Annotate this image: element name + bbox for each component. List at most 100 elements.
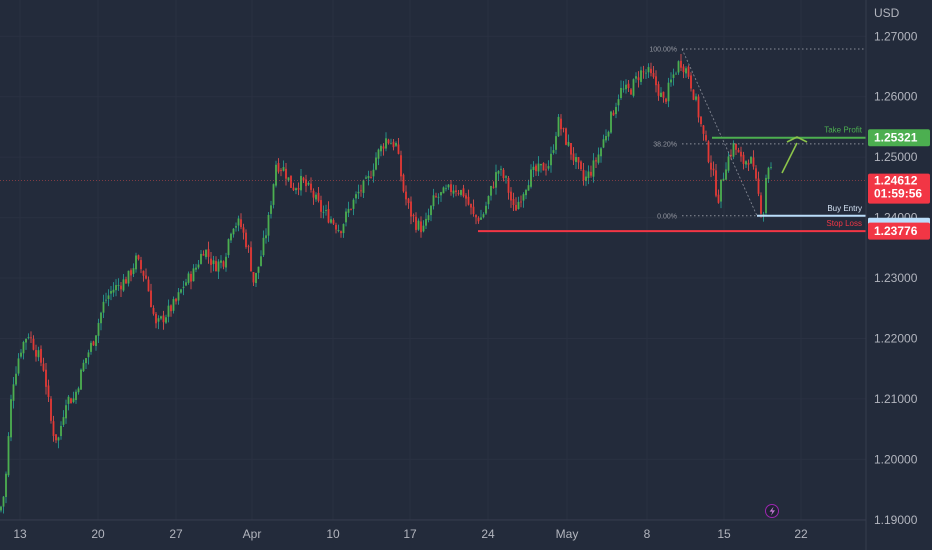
candle-body [570, 142, 572, 155]
candle-body [762, 213, 765, 215]
candle-body [710, 162, 712, 170]
candle-body [140, 260, 142, 270]
candle-body [417, 220, 420, 230]
candle-body [495, 172, 497, 188]
candle-body [650, 68, 652, 74]
candle-body [332, 220, 335, 224]
candle-body [442, 187, 445, 194]
candle-body [147, 279, 150, 292]
candle-body [65, 405, 67, 419]
candle-body [512, 199, 515, 205]
x-tick-label: May [556, 527, 579, 541]
candle-body [322, 211, 325, 213]
take-profit-price-tag[interactable]: 1.25321 [868, 129, 930, 147]
candle-body [77, 388, 80, 393]
candle-body [445, 188, 447, 190]
candle-body [355, 194, 357, 199]
candle-body [692, 89, 695, 100]
candle-body [75, 391, 77, 401]
candle-body [487, 196, 490, 205]
candle-body [215, 261, 217, 272]
candle-body [335, 224, 337, 230]
candle-body [655, 76, 657, 86]
candle-body [425, 218, 427, 226]
candle-body [467, 196, 470, 205]
currency-label: USD [874, 6, 900, 20]
candle-body [612, 112, 615, 116]
candle-body [5, 473, 7, 497]
candle-body [120, 285, 122, 290]
candle-body [595, 160, 597, 162]
x-tick-label: 24 [481, 527, 495, 541]
candle-body [530, 169, 532, 187]
candle-body [547, 166, 550, 169]
candle-body [392, 141, 395, 148]
candle-body [502, 169, 505, 179]
candle-body [345, 211, 347, 223]
buy-entry-label: Buy Entry [827, 204, 862, 213]
candle-body [415, 216, 417, 230]
stop-loss-price-tag[interactable]: 1.23776 [868, 222, 930, 240]
candle-body [260, 256, 262, 266]
y-tick-label: 1.22000 [874, 331, 918, 345]
candle-body [677, 61, 680, 73]
candle-body [125, 279, 127, 284]
candle-body [305, 179, 307, 187]
candle-body [122, 279, 125, 291]
candle-body [565, 128, 567, 145]
time-axis[interactable]: 13 20 27 Apr 10 17 24 May 8 15 22 [13, 527, 808, 541]
candle-body [185, 282, 187, 286]
candle-body [175, 298, 177, 302]
candle-body [560, 118, 562, 130]
candle-body [475, 214, 477, 218]
candle-body [545, 169, 547, 171]
candle-body [380, 145, 382, 152]
candle-body [207, 249, 210, 257]
grid [0, 0, 866, 520]
candle-body [105, 299, 107, 301]
candle-body [725, 169, 727, 180]
candle-body [377, 149, 380, 159]
candle-body [515, 204, 517, 211]
candle-body [647, 67, 650, 73]
candle-body [12, 384, 15, 401]
candle-body [465, 195, 467, 199]
candle-body [517, 201, 520, 210]
candle-body [760, 195, 762, 214]
candle-body [427, 215, 430, 221]
candle-body [615, 106, 617, 115]
candle-body [55, 434, 57, 441]
candle-body [640, 70, 642, 82]
candle-body [142, 270, 145, 276]
candle-body [625, 84, 627, 90]
candle-body [607, 131, 610, 137]
lightning-icon[interactable] [765, 504, 779, 518]
candle-body [660, 92, 662, 98]
candle-body [717, 194, 720, 203]
candle-body [432, 195, 435, 207]
candle-body [170, 305, 172, 312]
candle-body [272, 184, 275, 205]
candle-body [727, 156, 730, 171]
candle-body [85, 358, 87, 364]
candle-body [630, 89, 632, 95]
price-axis[interactable]: 1.270001.260001.250001.240001.230001.220… [874, 29, 918, 527]
candle-body [160, 316, 162, 319]
candle-body [510, 191, 512, 201]
candle-body [395, 142, 397, 146]
y-tick-label: 1.27000 [874, 29, 918, 43]
candle-body [705, 135, 707, 141]
candle-body [472, 206, 475, 214]
candle-body [155, 313, 157, 324]
candle-body [750, 156, 752, 164]
candle-body [15, 373, 17, 385]
candle-body [700, 116, 702, 124]
candle-body [307, 182, 310, 185]
candle-body [100, 312, 102, 324]
candle-body [247, 246, 250, 248]
candle-body [162, 315, 165, 323]
fib-level-label: 0.00% [657, 213, 677, 220]
candle-body [620, 87, 622, 98]
